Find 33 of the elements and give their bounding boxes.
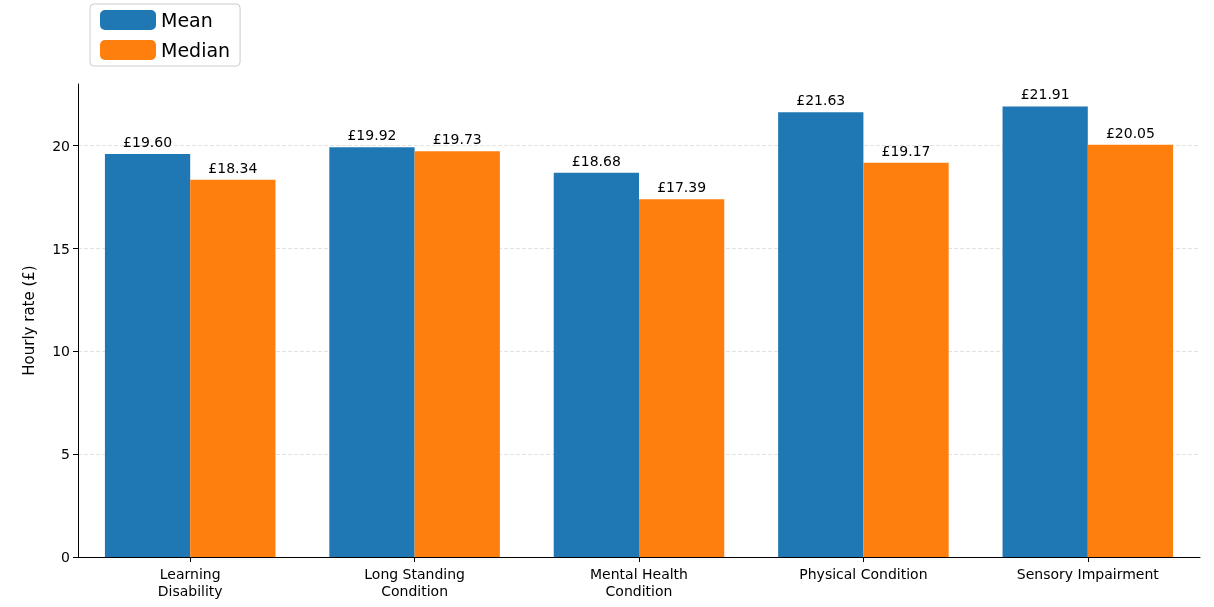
data-label: £17.39: [657, 179, 707, 196]
data-label: £19.17: [881, 142, 931, 159]
y-tick-label: 10: [52, 343, 70, 360]
data-label: £18.34: [208, 159, 258, 176]
legend-label: Mean: [161, 9, 213, 31]
bar: [190, 179, 276, 557]
data-label: £21.63: [796, 92, 846, 109]
bar: [639, 199, 725, 557]
bar: [1002, 106, 1088, 557]
data-label: £21.91: [1020, 86, 1070, 103]
data-label: £18.68: [571, 152, 621, 169]
y-tick-label: 15: [52, 240, 70, 257]
bar: [1087, 144, 1174, 557]
x-tick-label: Mental Health Condition: [590, 565, 688, 599]
x-tick-label: Learning Disability: [157, 565, 223, 599]
bar: [863, 162, 949, 557]
legend-label: Median: [161, 39, 231, 61]
data-label: £19.60: [123, 133, 173, 150]
bar: [104, 153, 191, 557]
y-tick-label: 5: [61, 446, 70, 463]
y-tick-label: 0: [61, 549, 70, 565]
data-label: £19.92: [347, 127, 397, 144]
data-label: £19.73: [432, 131, 482, 148]
bar: [778, 112, 864, 557]
bar: [414, 151, 500, 557]
y-axis-title: Hourly rate (£): [19, 265, 38, 376]
x-tick-label: Long Standing Condition: [364, 565, 465, 599]
y-tick-label: 20: [52, 137, 70, 154]
x-tick-label: Physical Condition: [799, 565, 928, 582]
data-label: £20.05: [1105, 124, 1155, 141]
bar: [553, 172, 639, 557]
bar: [329, 147, 415, 557]
x-tick-label: Sensory Impairment: [1016, 565, 1160, 582]
